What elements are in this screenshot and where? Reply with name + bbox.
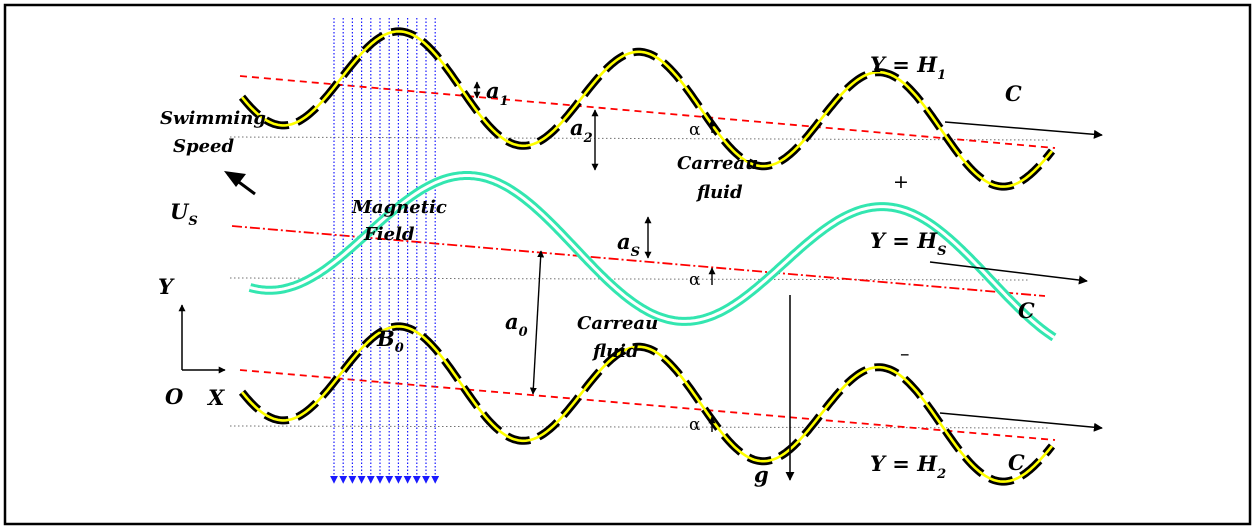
wave-speed-arrow-upper xyxy=(944,121,1103,139)
upper-wall xyxy=(238,27,1056,191)
figure-frame xyxy=(3,3,1252,526)
amplitude-a2-label: a2 xyxy=(570,115,593,146)
reference-lines xyxy=(229,136,1051,429)
fluid-label-lower: fluid xyxy=(591,341,639,362)
us-subscript: S xyxy=(188,214,197,229)
a1-main: a xyxy=(486,78,500,103)
wall-centerlines xyxy=(231,75,1056,441)
angle-alpha-upper: α xyxy=(689,120,701,140)
amplitude-a1-label: a1 xyxy=(486,78,509,109)
origin-label: O xyxy=(165,384,184,409)
sheet-centerline xyxy=(231,225,1046,297)
sheet-equation: Y = HS xyxy=(870,228,946,259)
a2-main: a xyxy=(570,115,584,140)
amplitude-as-label: aS xyxy=(617,229,640,260)
wave-speed-arrow-middle xyxy=(929,261,1088,285)
hs-subscript: S xyxy=(937,244,946,259)
upper-wall-equation: Y = H1 xyxy=(870,52,946,83)
axis-x-label: X xyxy=(206,385,225,410)
swimming-speed-arrowhead xyxy=(224,171,246,187)
speed-label: Speed xyxy=(173,136,234,157)
wave-speed-arrows xyxy=(929,121,1103,432)
field-label: Field xyxy=(363,224,415,245)
coordinate-axes xyxy=(178,304,226,374)
a2-subscript: 2 xyxy=(583,131,593,146)
reference-line-middle xyxy=(229,277,1031,281)
b0-subscript: 0 xyxy=(395,341,404,356)
h2-subscript: 2 xyxy=(936,467,946,482)
gravity-label: g xyxy=(754,462,769,487)
distance-a0-arrow xyxy=(529,250,545,395)
b0-main: B xyxy=(376,326,395,351)
reference-line-upper xyxy=(229,136,1051,141)
plus-sign: + xyxy=(893,171,909,193)
swimming-label: Swimming xyxy=(160,108,266,129)
lower-wall xyxy=(238,322,1056,486)
wave-speed-arrow-lower xyxy=(939,412,1103,432)
minus-sign: – xyxy=(900,343,910,365)
magnetic-label: Magnetic xyxy=(351,197,447,218)
as-subscript: S xyxy=(631,245,640,260)
h2-main: Y = H xyxy=(870,451,938,476)
carreau-label-lower: Carreau xyxy=(577,313,658,334)
swimming-sheet xyxy=(248,171,1057,342)
h1-subscript: 1 xyxy=(937,68,946,83)
angle-alpha-middle: α xyxy=(689,270,701,290)
swimming-speed-symbol: US xyxy=(170,199,198,229)
hs-main: Y = H xyxy=(870,228,938,253)
a0-subscript: 0 xyxy=(519,325,528,340)
reference-line-lower xyxy=(229,425,1051,429)
fluid-label-upper: fluid xyxy=(695,182,743,203)
wave-speed-label-lower: C xyxy=(1008,450,1025,475)
us-main: U xyxy=(170,199,190,224)
angle-alpha-lower: α xyxy=(689,415,701,435)
lower-wall-equation: Y = H2 xyxy=(870,451,946,482)
upper-wall-core xyxy=(241,30,1053,188)
a0-main: a xyxy=(505,309,519,334)
axis-y-label: Y xyxy=(158,274,175,299)
swimming-sheet-core xyxy=(249,174,1055,339)
distance-a0-label: a0 xyxy=(505,309,528,340)
a1-subscript: 1 xyxy=(500,94,509,109)
upper-wall-centerline xyxy=(239,75,1056,149)
magnetic-field-symbol: B0 xyxy=(376,326,404,356)
lower-wall-core xyxy=(241,325,1053,483)
wave-speed-label-middle: C xyxy=(1018,298,1035,323)
carreau-label-upper: Carreau xyxy=(677,153,758,174)
wave-speed-label-upper: C xyxy=(1005,81,1022,106)
magnetic-field-lines xyxy=(330,18,440,484)
h1-main: Y = H xyxy=(870,52,938,77)
amplitude-indicators xyxy=(473,81,716,432)
lower-wall-centerline xyxy=(239,369,1056,441)
as-main: a xyxy=(617,229,631,254)
